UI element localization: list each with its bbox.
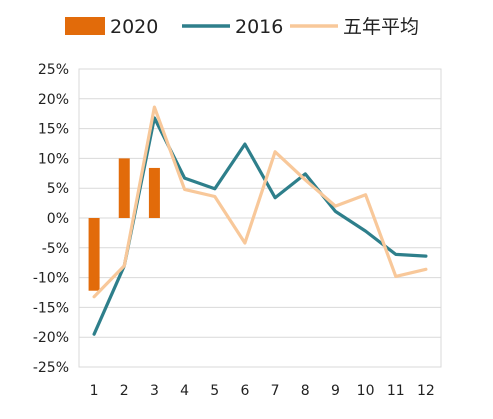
x-tick-label: 5	[210, 383, 219, 399]
y-axis-tick-labels: 25% 20% 15% 10% 5% 0% -5% -10% -15% -20% -25%	[33, 62, 69, 376]
x-tick-label: 11	[387, 383, 405, 399]
x-tick-label: 3	[150, 383, 159, 399]
line-series-2	[92, 105, 428, 299]
y-tick-label: 0%	[47, 211, 69, 227]
y-tick-label: 10%	[38, 151, 69, 167]
x-tick-label: 2	[120, 383, 129, 399]
y-tick-label: 15%	[38, 122, 69, 138]
y-tick-label: -15%	[33, 300, 69, 316]
y-tick-label: 20%	[38, 92, 69, 108]
x-tick-label: 4	[180, 383, 189, 399]
bar-2020-2	[118, 158, 130, 218]
series-lines	[92, 105, 428, 336]
x-tick-label: 1	[90, 383, 99, 399]
y-tick-label: -25%	[33, 360, 69, 376]
legend: 2020 2016 五年平均	[65, 16, 419, 38]
legend-label: 五年平均	[343, 16, 419, 38]
y-tick-label: -20%	[33, 330, 69, 346]
y-tick-label: 25%	[38, 62, 69, 78]
plot-frame	[78, 68, 442, 368]
legend-swatch	[65, 17, 105, 35]
line-series-1	[92, 116, 428, 336]
x-tick-label: 6	[240, 383, 249, 399]
x-axis-tick-labels: 1 2 3 4 5 6 7 8 9 10 11 12	[90, 383, 435, 399]
legend-item-2: 五年平均	[290, 16, 419, 38]
bar-2020-1	[88, 218, 100, 291]
y-tick-label: -10%	[33, 271, 69, 287]
x-tick-label: 9	[331, 383, 340, 399]
x-tick-label: 10	[357, 383, 375, 399]
bars-2020	[88, 158, 160, 291]
y-tick-label: -5%	[42, 241, 69, 257]
legend-label: 2016	[235, 16, 283, 38]
x-tick-label: 7	[271, 383, 280, 399]
legend-item-0: 2020	[65, 16, 158, 38]
legend-item-1: 2016	[182, 16, 283, 38]
bar-2020-3	[148, 167, 160, 218]
x-tick-label: 8	[301, 383, 310, 399]
legend-label: 2020	[110, 16, 158, 38]
y-tick-label: 5%	[47, 181, 69, 197]
x-tick-label: 12	[417, 383, 435, 399]
